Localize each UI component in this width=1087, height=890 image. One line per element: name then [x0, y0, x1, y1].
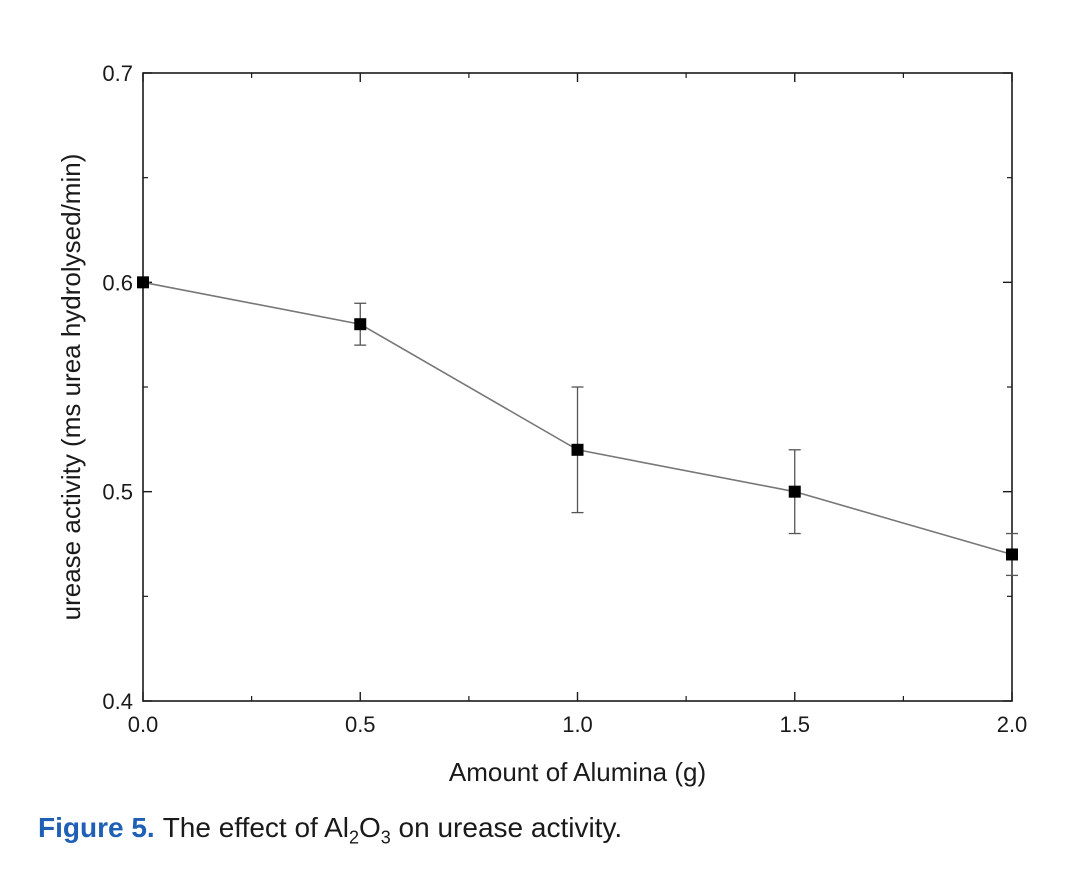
x-tick-label: 1.5 [779, 712, 810, 737]
data-point [788, 485, 801, 498]
figure-caption: Figure 5. The effect of Al2O3 on urease a… [38, 812, 622, 849]
axes-layer: 0.0 0.5 1.0 1.5 2.0 0.4 0.5 0.6 0.7 [102, 61, 1027, 737]
caption-text-mid: O [358, 812, 381, 843]
x-tick-label: 2.0 [997, 712, 1028, 737]
caption-subscript-2: 3 [380, 827, 391, 848]
data-point [1006, 548, 1018, 561]
y-tick-label: 0.4 [102, 689, 133, 714]
y-tick-label: 0.5 [102, 480, 133, 505]
y-tick-label: 0.6 [102, 270, 133, 295]
caption-subscript-1: 2 [348, 827, 359, 848]
caption-text-before: The effect of Al [162, 812, 349, 843]
x-axis-title: Amount of Alumina (g) [449, 757, 706, 787]
data-point [137, 276, 149, 289]
figure-label: Figure 5. [38, 812, 155, 843]
x-tick-label: 1.0 [562, 712, 593, 737]
data-point [571, 443, 584, 456]
y-axis-title: urease activity (ms urea hydrolysed/min) [56, 154, 86, 621]
data-point [354, 318, 367, 331]
x-tick-label: 0.0 [128, 712, 159, 737]
urease-activity-chart: 0.0 0.5 1.0 1.5 2.0 0.4 0.5 0.6 0.7 Amount of Al… [56, 61, 1027, 787]
caption-text-after: on urease activity. [390, 812, 623, 843]
series-layer [137, 276, 1018, 577]
y-tick-label: 0.7 [102, 61, 133, 86]
x-tick-label: 0.5 [345, 712, 376, 737]
